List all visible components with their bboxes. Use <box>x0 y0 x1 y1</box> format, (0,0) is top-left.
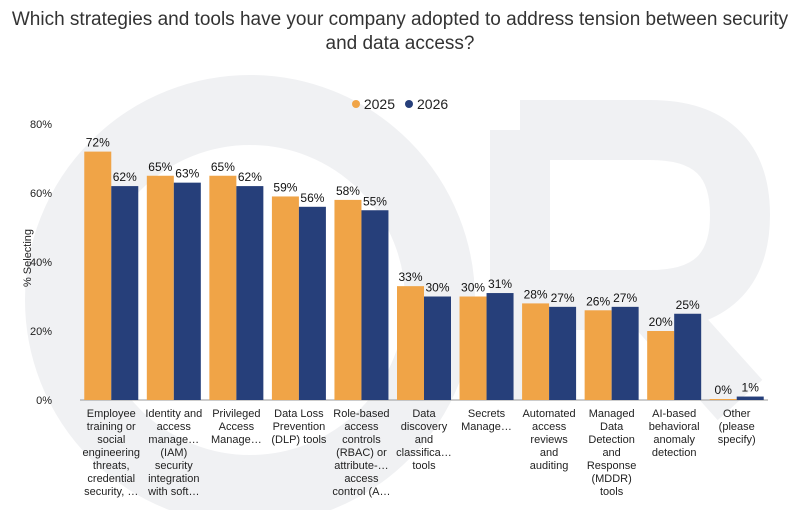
bar-2026 <box>424 296 451 400</box>
bar-2025 <box>397 286 424 400</box>
bar-2026 <box>298 206 326 400</box>
data-label-2025: 0% <box>715 383 733 397</box>
y-tick-label: 60% <box>30 188 52 200</box>
bar-2026 <box>674 313 702 400</box>
data-label-2025: 58% <box>336 184 360 198</box>
data-label-2025: 65% <box>211 160 235 174</box>
legend-label-2025: 2025 <box>363 96 395 112</box>
x-tick-label: Automated access reviews and auditing <box>522 408 576 472</box>
x-tick-label: Secrets Manage… <box>461 408 512 433</box>
bar-2026 <box>361 210 389 400</box>
data-label-2026: 62% <box>113 170 137 184</box>
data-label-2026: 27% <box>551 291 575 305</box>
data-label-2025: 30% <box>461 281 485 295</box>
bar-2025 <box>647 331 675 400</box>
x-tick-label: Employee training or social engineering … <box>82 408 141 498</box>
bar-2025 <box>709 399 737 400</box>
y-tick-label: 20% <box>30 326 52 338</box>
data-label-2025: 28% <box>524 287 548 301</box>
data-label-2026: 55% <box>363 194 387 208</box>
legend-item-2026: 2026 <box>405 96 448 112</box>
bar-2025 <box>584 310 612 400</box>
bar-2026 <box>736 396 764 400</box>
data-label-2025: 26% <box>586 294 610 308</box>
data-label-2026: 25% <box>676 298 700 312</box>
chart-title: Which strategies and tools have your com… <box>11 9 789 54</box>
x-tick-label: Managed Data Detection and Response (MDD… <box>586 408 637 498</box>
legend-label-2026: 2026 <box>417 96 449 112</box>
data-label-2026: 31% <box>488 277 512 291</box>
bar-2025 <box>271 196 299 400</box>
bar-2026 <box>236 186 264 400</box>
x-tick-label: Data Loss Prevention (DLP) tools <box>271 408 327 446</box>
x-tick-label: Data discovery and classifica… tools <box>396 408 452 472</box>
bar-2025 <box>522 303 550 400</box>
bar-2025 <box>459 296 487 400</box>
bar-2025 <box>84 151 112 400</box>
bar-2026 <box>486 293 514 400</box>
data-label-2026: 1% <box>742 381 760 395</box>
data-label-2025: 59% <box>273 180 297 194</box>
data-label-2025: 20% <box>649 315 673 329</box>
y-tick-label: 40% <box>30 257 52 269</box>
data-label-2025: 33% <box>398 270 422 284</box>
data-label-2026: 63% <box>175 167 199 181</box>
bar-2026 <box>111 186 139 400</box>
data-label-2025: 72% <box>86 136 110 150</box>
x-tick-label: Other (please specify) <box>717 408 756 446</box>
x-tick-label: AI-based behavioral anomaly detection <box>648 408 700 459</box>
y-tick-label: 0% <box>36 395 52 407</box>
x-tick-label: Privileged Access Manage… <box>210 408 262 446</box>
legend-swatch-2026 <box>405 100 413 108</box>
x-tick-label: Identity and access manage… (IAM) securi… <box>145 408 203 498</box>
bar-2025 <box>146 175 174 400</box>
bar-2026 <box>549 306 577 400</box>
data-label-2025: 65% <box>148 160 172 174</box>
data-label-2026: 62% <box>238 170 262 184</box>
data-label-2026: 56% <box>300 191 324 205</box>
bar-2025 <box>334 199 362 400</box>
y-tick-label: 80% <box>30 119 52 131</box>
x-tick-label: Role-based access controls (RBAC) or att… <box>332 408 391 498</box>
data-label-2026: 27% <box>613 291 637 305</box>
bar-2026 <box>611 306 639 400</box>
legend: 2025 2026 <box>0 96 800 112</box>
bar-2026 <box>173 182 201 400</box>
bar-2025 <box>209 175 237 400</box>
data-label-2026: 30% <box>425 281 449 295</box>
legend-item-2025: 2025 <box>351 96 395 112</box>
legend-swatch-2025 <box>351 100 360 108</box>
